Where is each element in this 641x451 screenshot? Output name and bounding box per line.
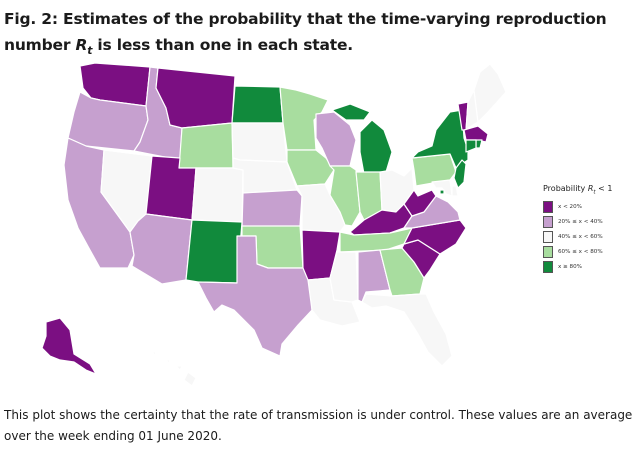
state-il[interactable]	[329, 165, 361, 227]
state-hi[interactable]	[151, 351, 197, 387]
legend-item: x ≥ 80%	[540, 260, 640, 274]
state-ia[interactable]	[286, 149, 335, 187]
title-rt-symbol: Rt	[75, 36, 93, 58]
us-state-map	[41, 62, 507, 387]
legend-swatch-c2	[543, 215, 553, 228]
legend-title-text-end: < 1	[595, 184, 613, 193]
legend-title-text: Probability	[543, 184, 588, 193]
legend-swatch-c5	[543, 260, 553, 273]
state-ms[interactable]	[329, 251, 359, 303]
legend-title-rt: Rt	[587, 184, 596, 196]
legend-label: 40% ≤ x < 60%	[558, 233, 603, 240]
legend-item: 40% ≤ x < 60%	[540, 230, 640, 244]
state-me[interactable]	[473, 63, 507, 123]
legend-swatch-c3	[543, 230, 553, 243]
title-text-end: is less than one in each state.	[92, 36, 353, 54]
figure-title: Fig. 2: Estimates of the probability tha…	[4, 6, 636, 64]
state-ri[interactable]	[475, 139, 483, 149]
legend-swatch-c4	[543, 245, 553, 258]
legend-item: 60% ≤ x < 80%	[540, 245, 640, 259]
state-az[interactable]	[129, 213, 193, 285]
legend-item: 20% ≤ x < 40%	[540, 215, 640, 229]
state-dc[interactable]	[439, 189, 445, 195]
legend-label: x < 20%	[558, 203, 582, 210]
state-ak[interactable]	[41, 317, 97, 375]
state-ks[interactable]	[241, 189, 303, 229]
legend-label: 20% ≤ x < 40%	[558, 218, 603, 225]
state-sd[interactable]	[231, 122, 288, 163]
state-wv[interactable]	[403, 189, 437, 217]
state-nc[interactable]	[403, 219, 467, 255]
state-ct[interactable]	[465, 139, 477, 153]
state-nj[interactable]	[453, 159, 467, 189]
legend-label: x ≥ 80%	[558, 263, 582, 270]
state-nd[interactable]	[231, 85, 284, 124]
state-de[interactable]	[451, 185, 459, 197]
legend-title: Probability Rt < 1	[543, 184, 640, 196]
state-wy[interactable]	[178, 122, 234, 169]
state-co[interactable]	[191, 167, 244, 223]
map-legend: Probability Rt < 1 x < 20% 20% ≤ x < 40%…	[540, 184, 640, 275]
state-fl[interactable]	[361, 293, 453, 367]
state-hi-island-oahu	[165, 359, 171, 364]
figure-caption: This plot shows the certainty that the r…	[4, 408, 633, 443]
legend-label: 60% ≤ x < 80%	[558, 248, 603, 255]
state-mi[interactable]	[331, 103, 393, 175]
state-nm[interactable]	[185, 219, 243, 284]
legend-swatch-c1	[543, 200, 553, 213]
title-text: Fig. 2: Estimates of the probability tha…	[4, 10, 607, 54]
state-hi-island-kauai	[151, 351, 157, 356]
state-md[interactable]	[431, 179, 453, 197]
state-mt[interactable]	[155, 67, 236, 129]
state-tx[interactable]	[197, 235, 313, 357]
state-hi-island-big	[183, 371, 197, 387]
state-hi-island-maui	[175, 365, 183, 371]
legend-item: x < 20%	[540, 200, 640, 214]
